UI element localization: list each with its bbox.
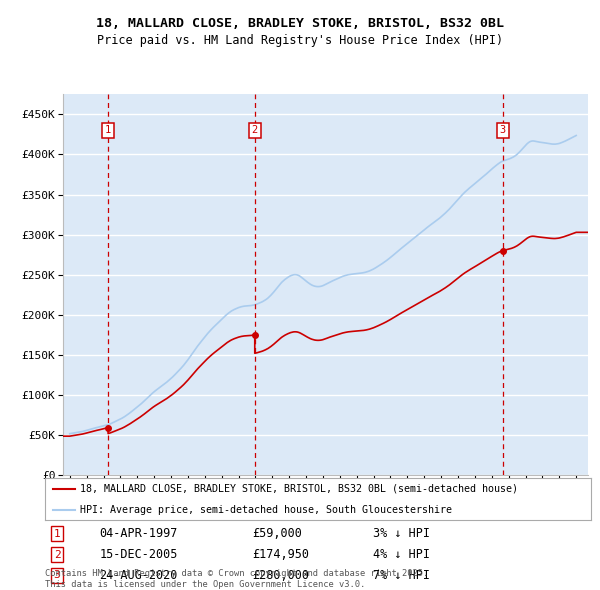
Text: Price paid vs. HM Land Registry's House Price Index (HPI): Price paid vs. HM Land Registry's House …	[97, 34, 503, 47]
Text: 04-APR-1997: 04-APR-1997	[100, 527, 178, 540]
Text: 18, MALLARD CLOSE, BRADLEY STOKE, BRISTOL, BS32 0BL (semi-detached house): 18, MALLARD CLOSE, BRADLEY STOKE, BRISTO…	[80, 484, 518, 494]
Text: 4% ↓ HPI: 4% ↓ HPI	[373, 548, 430, 561]
Text: £59,000: £59,000	[253, 527, 302, 540]
Text: £280,000: £280,000	[253, 569, 310, 582]
Text: 7% ↓ HPI: 7% ↓ HPI	[373, 569, 430, 582]
Text: 1: 1	[105, 126, 111, 136]
Text: 15-DEC-2005: 15-DEC-2005	[100, 548, 178, 561]
Text: 3: 3	[500, 126, 506, 136]
Text: HPI: Average price, semi-detached house, South Gloucestershire: HPI: Average price, semi-detached house,…	[80, 505, 452, 515]
Text: 24-AUG-2020: 24-AUG-2020	[100, 569, 178, 582]
Text: 1: 1	[53, 529, 61, 539]
Text: Contains HM Land Registry data © Crown copyright and database right 2025.
This d: Contains HM Land Registry data © Crown c…	[45, 569, 428, 589]
Text: 18, MALLARD CLOSE, BRADLEY STOKE, BRISTOL, BS32 0BL: 18, MALLARD CLOSE, BRADLEY STOKE, BRISTO…	[96, 17, 504, 30]
Text: 3% ↓ HPI: 3% ↓ HPI	[373, 527, 430, 540]
Text: £174,950: £174,950	[253, 548, 310, 561]
Text: 2: 2	[53, 550, 61, 559]
Text: 3: 3	[53, 571, 61, 581]
Text: 2: 2	[251, 126, 258, 136]
